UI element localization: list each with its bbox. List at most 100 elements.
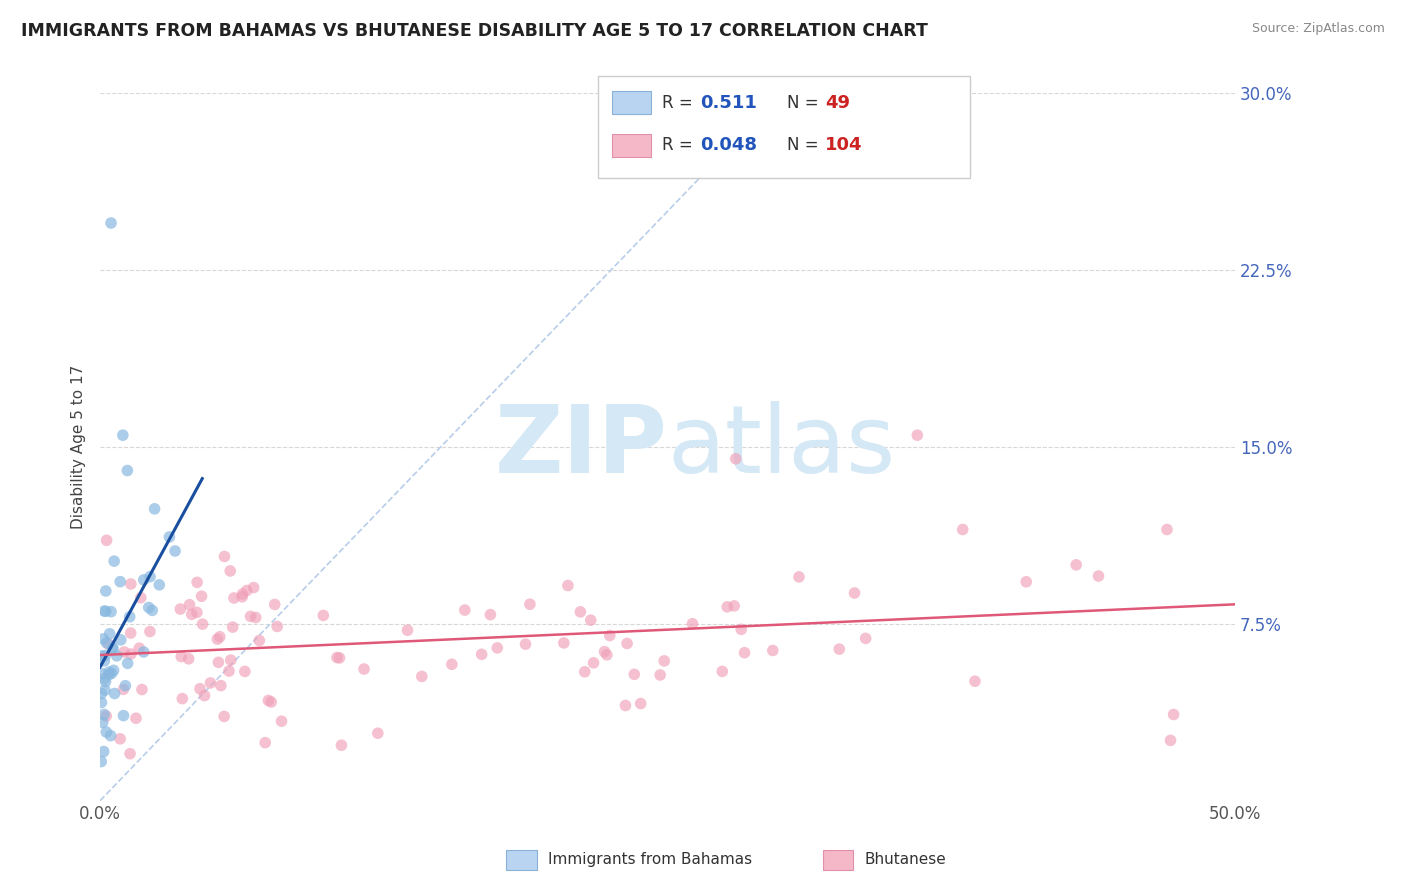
Point <box>108 731 131 746</box>
Point <box>479 607 502 622</box>
Point <box>486 640 509 655</box>
Point <box>208 630 231 644</box>
Point <box>650 668 672 682</box>
Point <box>574 665 596 679</box>
Point <box>471 648 494 662</box>
Point <box>112 682 135 697</box>
Point <box>91 632 114 646</box>
Point <box>828 642 851 657</box>
Point <box>200 676 222 690</box>
Point <box>90 696 112 710</box>
Point <box>172 691 194 706</box>
Point <box>90 648 112 663</box>
Point <box>207 656 229 670</box>
Point <box>787 570 810 584</box>
Point <box>614 698 637 713</box>
Point <box>623 667 645 681</box>
Point <box>105 648 128 663</box>
Point <box>101 642 124 657</box>
Point <box>630 697 652 711</box>
Point <box>97 665 120 679</box>
Text: Source: ZipAtlas.com: Source: ZipAtlas.com <box>1251 22 1385 36</box>
Text: 0.511: 0.511 <box>700 94 756 112</box>
Point <box>111 428 134 442</box>
Y-axis label: Disability Age 5 to 17: Disability Age 5 to 17 <box>72 365 86 529</box>
Point <box>94 584 117 599</box>
Point <box>131 682 153 697</box>
Text: R =: R = <box>662 94 699 112</box>
Point <box>231 590 253 604</box>
Point <box>93 707 115 722</box>
Point <box>1015 574 1038 589</box>
Point <box>93 654 115 668</box>
Point <box>328 651 350 665</box>
Point <box>515 637 537 651</box>
Point <box>440 657 463 672</box>
Point <box>519 597 541 611</box>
Point <box>396 624 419 638</box>
Point <box>219 653 242 667</box>
Point <box>94 648 117 663</box>
Point <box>100 605 122 619</box>
Point <box>222 620 245 634</box>
Point <box>165 544 187 558</box>
Point <box>132 645 155 659</box>
Point <box>94 604 117 618</box>
Text: Immigrants from Bahamas: Immigrants from Bahamas <box>548 853 752 867</box>
Text: R =: R = <box>662 136 699 154</box>
Point <box>141 603 163 617</box>
Point <box>716 599 738 614</box>
Point <box>186 606 208 620</box>
Point <box>270 714 292 729</box>
Point <box>652 654 675 668</box>
Point <box>94 683 117 698</box>
Point <box>353 662 375 676</box>
Point <box>103 686 125 700</box>
Point <box>260 695 283 709</box>
Point <box>905 428 928 442</box>
Point <box>582 656 605 670</box>
Text: Bhutanese: Bhutanese <box>865 853 946 867</box>
Point <box>952 523 974 537</box>
Point <box>125 711 148 725</box>
Point <box>1156 523 1178 537</box>
Point <box>326 650 349 665</box>
Point <box>118 609 141 624</box>
Point <box>97 667 120 681</box>
Point <box>96 725 118 739</box>
Text: ZIP: ZIP <box>495 401 668 493</box>
Point <box>367 726 389 740</box>
Point <box>97 637 120 651</box>
Point <box>734 646 756 660</box>
Point <box>132 573 155 587</box>
Point <box>222 591 245 605</box>
Point <box>139 569 162 583</box>
Point <box>239 609 262 624</box>
Point <box>103 554 125 568</box>
Point <box>193 689 215 703</box>
Point <box>266 619 288 633</box>
Text: N =: N = <box>787 94 824 112</box>
Point <box>711 665 734 679</box>
Point <box>963 674 986 689</box>
Point <box>596 648 619 662</box>
Point <box>148 578 170 592</box>
Point <box>553 636 575 650</box>
Point <box>112 708 135 723</box>
Point <box>1087 569 1109 583</box>
Point <box>169 602 191 616</box>
Point <box>180 607 202 622</box>
Point <box>100 216 122 230</box>
Point <box>179 598 201 612</box>
Point <box>212 709 235 723</box>
Point <box>90 687 112 701</box>
Point <box>1163 707 1185 722</box>
Point <box>579 613 602 627</box>
Point <box>96 709 118 723</box>
Point <box>242 581 264 595</box>
Point <box>159 530 181 544</box>
Point <box>93 672 115 686</box>
Point <box>207 632 229 647</box>
Point <box>263 598 285 612</box>
Text: 104: 104 <box>825 136 863 154</box>
